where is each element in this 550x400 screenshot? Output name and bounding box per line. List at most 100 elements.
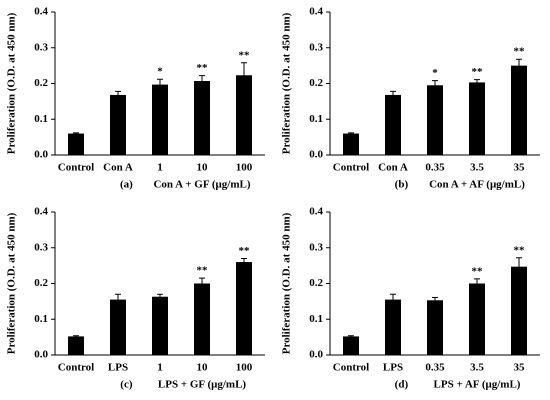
significance: **	[514, 46, 526, 58]
bar	[427, 85, 443, 155]
x-tick-label: 100	[236, 362, 253, 374]
significance: **	[239, 49, 251, 61]
y-tick-label: 0.0	[309, 149, 323, 161]
bar	[152, 84, 168, 155]
significance: **	[197, 265, 209, 277]
error-bar	[348, 132, 354, 135]
significance: **	[472, 265, 484, 277]
bar	[511, 65, 527, 155]
bar	[68, 336, 84, 355]
error-bar	[115, 293, 121, 306]
bar	[194, 80, 210, 155]
bar	[110, 299, 126, 355]
error-bar	[157, 78, 163, 91]
y-tick-label: 0.0	[34, 149, 48, 161]
significance: *	[157, 66, 163, 78]
x-tick-label: Control	[58, 362, 94, 374]
error-bar	[390, 293, 396, 306]
x-tick-label: Control	[58, 162, 94, 174]
panel-label: (c)	[120, 379, 133, 391]
error-bar	[432, 80, 438, 91]
bar	[236, 75, 252, 155]
x-tick-label: 3.5	[470, 362, 484, 374]
error-bar	[432, 296, 438, 304]
bar	[152, 296, 168, 355]
x-tick-label: Con A	[378, 162, 408, 174]
x-tick-label: 0.35	[425, 162, 445, 174]
y-tick-label: 0.2	[309, 277, 323, 289]
x-axis-label: LPS + GF (μg/mL)	[158, 379, 247, 391]
bar	[427, 300, 443, 355]
error-bar	[73, 335, 79, 338]
x-axis-label: LPS + AF (μg/mL)	[434, 379, 521, 391]
y-tick-label: 0.3	[34, 41, 48, 53]
y-tick-label: 0.1	[309, 313, 323, 325]
bar	[236, 262, 252, 355]
x-tick-label: Control	[333, 162, 369, 174]
x-tick-label: LPS	[383, 362, 403, 374]
error-bar	[199, 277, 205, 290]
x-tick-label: Control	[333, 362, 369, 374]
x-tick-label: 10	[197, 362, 209, 374]
y-tick-label: 0.3	[309, 241, 323, 253]
significance: **	[472, 66, 484, 78]
y-tick-label: 0.4	[34, 6, 48, 18]
x-axis-label: Con A + AF (μg/mL)	[429, 179, 525, 191]
significance: **	[197, 62, 209, 74]
y-tick-label: 0.1	[309, 113, 323, 125]
y-tick-label: 0.4	[309, 206, 323, 218]
x-tick-label: Con A	[103, 162, 133, 174]
bar	[385, 299, 401, 355]
y-axis-label: Proliferation (O.D. at 450 nm)	[6, 12, 18, 154]
error-bar	[199, 75, 205, 87]
y-tick-label: 0.0	[34, 349, 48, 361]
error-bar	[241, 257, 247, 267]
x-tick-label: 1	[157, 162, 163, 174]
error-bar	[348, 335, 354, 338]
error-bar	[241, 62, 247, 89]
bar	[194, 283, 210, 355]
y-tick-label: 0.4	[34, 206, 48, 218]
y-axis-label: Proliferation (O.D. at 450 nm)	[6, 212, 18, 354]
bar	[511, 266, 527, 355]
x-tick-label: 35	[514, 162, 526, 174]
y-tick-label: 0.2	[34, 77, 48, 89]
x-tick-label: 10	[197, 162, 209, 174]
y-axis-label: Proliferation (O.D. at 450 nm)	[281, 212, 293, 354]
x-tick-label: 1	[157, 362, 163, 374]
error-bar	[73, 132, 79, 135]
x-tick-label: 100	[236, 162, 253, 174]
x-tick-label: 35	[514, 362, 526, 374]
y-tick-label: 0.4	[309, 6, 323, 18]
x-tick-label: 3.5	[470, 162, 484, 174]
significance: **	[514, 244, 526, 256]
bar	[343, 336, 359, 355]
bar	[68, 133, 84, 155]
bar	[469, 82, 485, 155]
y-tick-label: 0.0	[309, 349, 323, 361]
error-bar	[474, 79, 480, 86]
y-tick-label: 0.1	[34, 113, 48, 125]
significance: *	[432, 67, 438, 79]
y-tick-label: 0.2	[309, 77, 323, 89]
y-tick-label: 0.2	[34, 277, 48, 289]
panel-label: (b)	[395, 179, 409, 191]
error-bar	[516, 257, 522, 277]
bar	[385, 94, 401, 155]
error-bar	[157, 293, 163, 300]
x-axis-label: Con A + GF (μg/mL)	[153, 179, 250, 191]
panel-label: (d)	[395, 379, 409, 391]
y-axis-label: Proliferation (O.D. at 450 nm)	[281, 12, 293, 154]
y-tick-label: 0.3	[309, 41, 323, 53]
panel-label: (a)	[120, 179, 133, 191]
bar	[110, 94, 126, 155]
x-tick-label: 0.35	[425, 362, 445, 374]
y-tick-label: 0.1	[34, 313, 48, 325]
error-bar	[390, 90, 396, 100]
error-bar	[474, 278, 480, 289]
error-bar	[115, 90, 121, 100]
significance: **	[239, 245, 251, 257]
bar	[343, 133, 359, 155]
y-tick-label: 0.3	[34, 241, 48, 253]
